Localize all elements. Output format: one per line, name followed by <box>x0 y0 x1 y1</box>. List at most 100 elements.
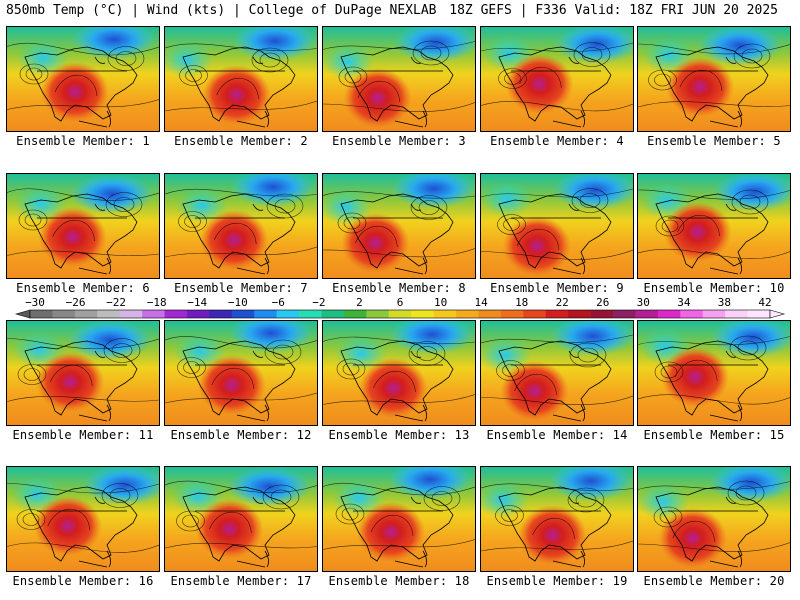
colorbar-tick-label: −6 <box>272 296 285 309</box>
ensemble-member-label: Ensemble Member: 2 <box>174 134 308 148</box>
ensemble-member-label: Ensemble Member: 4 <box>490 134 624 148</box>
colorbar-tick-label: −14 <box>187 296 207 309</box>
ensemble-member-panel: Ensemble Member: 17 <box>164 466 318 588</box>
colorbar-swatch <box>523 310 547 318</box>
colorbar-swatch <box>231 310 255 318</box>
ensemble-member-label: Ensemble Member: 6 <box>16 281 150 295</box>
ensemble-member-panel: Ensemble Member: 19 <box>480 466 634 588</box>
valid-time-label: 18Z GEFS | F336 Valid: 18Z FRI JUN 20 20… <box>449 3 778 18</box>
colorbar-swatch <box>343 310 367 318</box>
colorbar-left-arrow <box>14 309 31 319</box>
temperature-map <box>480 173 634 279</box>
colorbar-swatch <box>411 310 434 318</box>
colorbar-swatch <box>725 310 748 318</box>
temperature-map <box>637 320 791 426</box>
ensemble-member-panel: Ensemble Member: 20 <box>637 466 791 588</box>
temperature-map <box>6 173 160 279</box>
colorbar-swatch <box>747 310 771 318</box>
colorbar-swatch <box>97 310 120 318</box>
ensemble-member-label: Ensemble Member: 8 <box>332 281 466 295</box>
colorbar-tick-label: 2 <box>356 296 363 309</box>
colorbar-tick-label: 22 <box>556 296 569 309</box>
colorbar-swatch <box>52 310 76 318</box>
ensemble-member-panel: Ensemble Member: 11 <box>6 320 160 442</box>
colorbar-swatch <box>657 310 681 318</box>
colorbar-swatch <box>321 310 345 318</box>
temperature-map <box>480 26 634 132</box>
colorbar-swatch <box>702 310 726 318</box>
temperature-map <box>637 466 791 572</box>
colorbar-tick-label: 42 <box>758 296 771 309</box>
colorbar-tick-label: 18 <box>515 296 528 309</box>
colorbar-swatch <box>74 310 98 318</box>
temperature-map <box>6 26 160 132</box>
ensemble-member-label: Ensemble Member: 18 <box>328 574 470 588</box>
colorbar-swatch <box>590 310 614 318</box>
ensemble-member-label: Ensemble Member: 3 <box>332 134 466 148</box>
ensemble-member-label: Ensemble Member: 5 <box>647 134 781 148</box>
colorbar-swatch <box>433 310 457 318</box>
temperature-map <box>480 466 634 572</box>
ensemble-member-panel: Ensemble Member: 6 <box>6 173 160 295</box>
colorbar-swatch <box>254 310 277 318</box>
ensemble-member-label: Ensemble Member: 7 <box>174 281 308 295</box>
ensemble-member-label: Ensemble Member: 9 <box>490 281 624 295</box>
temperature-map <box>164 173 318 279</box>
colorbar-swatch <box>680 310 704 318</box>
colorbar-tick-label: −26 <box>66 296 86 309</box>
colorbar-tick-label: 10 <box>434 296 447 309</box>
product-title: 850mb Temp (°C) | Wind (kts) | College o… <box>6 3 437 18</box>
temperature-map <box>164 320 318 426</box>
ensemble-member-label: Ensemble Member: 1 <box>16 134 150 148</box>
ensemble-member-panel: Ensemble Member: 9 <box>480 173 634 295</box>
ensemble-member-panel: Ensemble Member: 3 <box>322 26 476 148</box>
ensemble-member-label: Ensemble Member: 13 <box>328 428 470 442</box>
temperature-map <box>322 466 476 572</box>
ensemble-member-label: Ensemble Member: 15 <box>643 428 785 442</box>
ensemble-member-panel: Ensemble Member: 15 <box>637 320 791 442</box>
temperature-map <box>637 173 791 279</box>
temperature-map <box>164 26 318 132</box>
temperature-map <box>480 320 634 426</box>
colorbar-swatch <box>545 310 569 318</box>
colorbar-tick-label: 14 <box>474 296 488 309</box>
temperature-map <box>322 26 476 132</box>
ensemble-member-label: Ensemble Member: 11 <box>12 428 154 442</box>
colorbar-tick-label: −30 <box>25 296 45 309</box>
temperature-map <box>322 173 476 279</box>
ensemble-member-panel: Ensemble Member: 4 <box>480 26 634 148</box>
colorbar-tick-label: −10 <box>228 296 248 309</box>
colorbar-swatch <box>299 310 322 318</box>
ensemble-member-label: Ensemble Member: 14 <box>486 428 628 442</box>
colorbar-swatch <box>186 310 210 318</box>
colorbar-swatch <box>478 310 502 318</box>
colorbar-tick-label: 30 <box>637 296 650 309</box>
ensemble-member-panel: Ensemble Member: 12 <box>164 320 318 442</box>
temperature-colorbar: −30 −26 −22 −18 −14 −10 −6 −2 2 6 10 14 18 22 26 30 34 38… <box>14 296 786 319</box>
colorbar-swatch <box>366 310 390 318</box>
ensemble-member-panel: Ensemble Member: 2 <box>164 26 318 148</box>
ensemble-member-panel: Ensemble Member: 8 <box>322 173 476 295</box>
colorbar-swatch <box>568 310 591 318</box>
colorbar-swatch <box>635 310 659 318</box>
colorbar-swatch <box>119 310 143 318</box>
colorbar-swatch <box>142 310 165 318</box>
colorbar-swatch <box>500 310 524 318</box>
temperature-map <box>322 320 476 426</box>
ensemble-member-panel: Ensemble Member: 13 <box>322 320 476 442</box>
ensemble-member-panel: Ensemble Member: 5 <box>637 26 791 148</box>
colorbar-right-arrow <box>769 309 786 319</box>
colorbar-tick-label: −22 <box>106 296 126 309</box>
temperature-map <box>6 466 160 572</box>
ensemble-member-label: Ensemble Member: 20 <box>643 574 785 588</box>
colorbar-tick-label: 38 <box>718 296 731 309</box>
ensemble-member-label: Ensemble Member: 12 <box>170 428 312 442</box>
ensemble-member-panel: Ensemble Member: 10 <box>637 173 791 295</box>
colorbar-swatch <box>388 310 412 318</box>
colorbar-tick-label: 26 <box>596 296 609 309</box>
temperature-map <box>6 320 160 426</box>
colorbar-swatch <box>276 310 300 318</box>
colorbar-swatch <box>613 310 636 318</box>
colorbar-tick-label: 6 <box>397 296 404 309</box>
ensemble-member-label: Ensemble Member: 10 <box>643 281 785 295</box>
